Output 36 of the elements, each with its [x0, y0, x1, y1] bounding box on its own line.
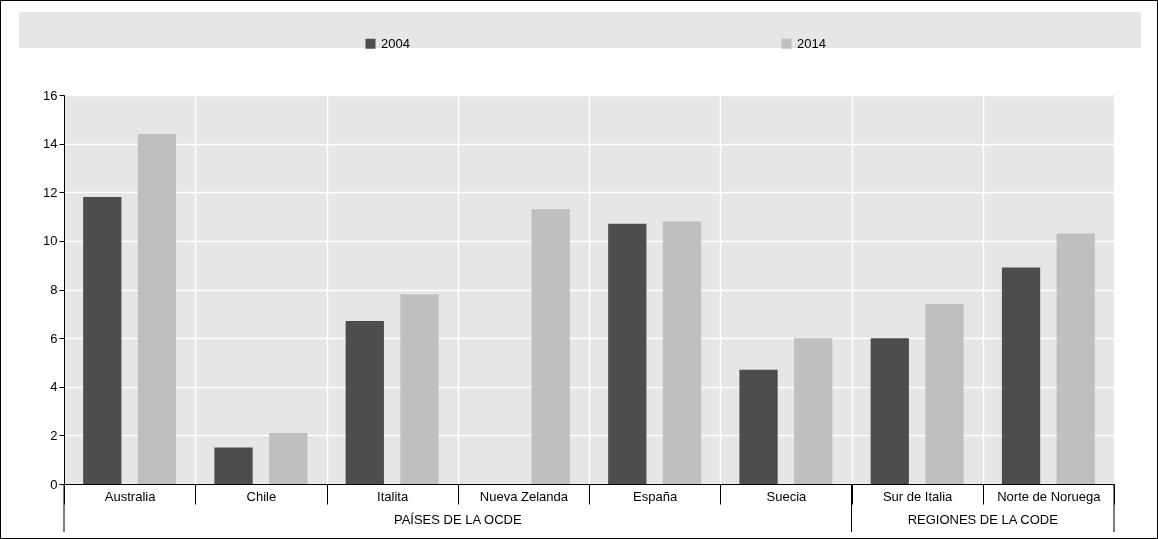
bar: [137, 133, 177, 484]
bar: [794, 338, 833, 484]
x-tick-label: Italita: [377, 488, 409, 504]
bar: [214, 447, 253, 484]
bar: [608, 223, 647, 484]
y-tick-label: 4: [50, 379, 58, 395]
y-tick-label: 10: [43, 233, 58, 249]
bar: [1056, 233, 1095, 484]
x-tick-label: España: [633, 488, 678, 504]
text: REGIONES DE LA CODE: [907, 512, 1059, 527]
y-tick-label: 16: [43, 87, 58, 103]
bar: [1001, 267, 1041, 484]
x-tick-label: Sur de Italia: [882, 488, 954, 504]
bar: [870, 338, 909, 484]
text: PAÍSES DE LA OCDE: [393, 512, 522, 527]
legend-label: 2004: [381, 35, 410, 51]
bar: [531, 209, 570, 484]
bar: [345, 321, 384, 484]
bar: [662, 221, 702, 484]
x-tick-label: Nueva Zelanda: [479, 488, 569, 504]
x-tick-label: Chile: [246, 488, 277, 504]
bar: [83, 197, 122, 484]
x-tick-label: Australia: [104, 488, 157, 504]
bar: [925, 304, 964, 484]
bar: [400, 294, 439, 484]
legend-label: 2014: [797, 35, 826, 51]
x-tick-label: Norte de Noruega: [997, 488, 1102, 504]
bar: [739, 369, 778, 484]
y-tick-label: 2: [50, 427, 58, 443]
x-tick-label: Suecia: [766, 488, 808, 504]
bar: [269, 432, 308, 484]
y-tick-label: 8: [50, 282, 58, 297]
y-tick-label: 14: [43, 136, 58, 152]
y-tick-label: 0: [50, 476, 58, 492]
y-tick-label: 6: [50, 330, 58, 346]
y-tick-label: 12: [43, 184, 58, 200]
